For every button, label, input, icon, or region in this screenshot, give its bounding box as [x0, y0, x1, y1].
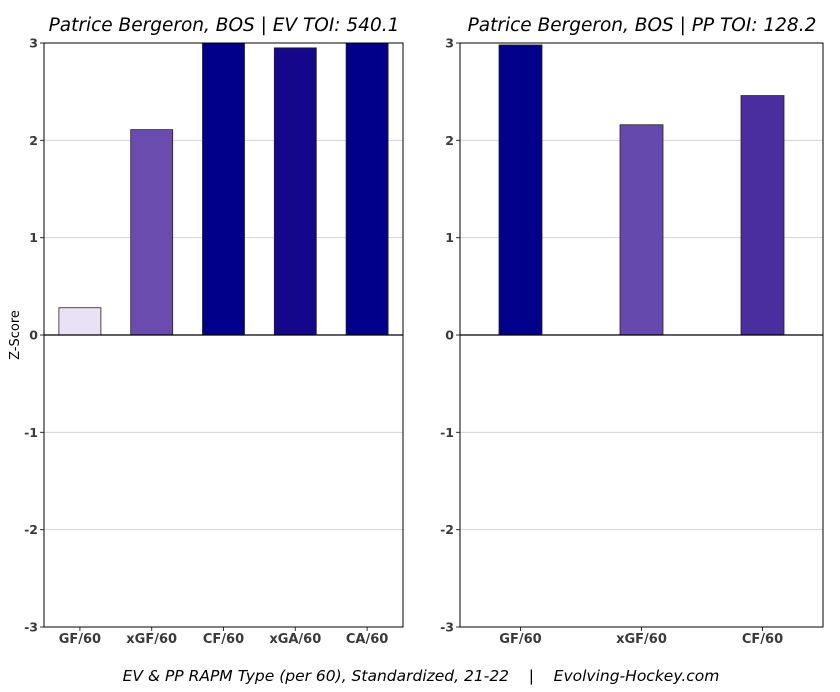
x-tick-label: CA/60	[346, 632, 388, 647]
y-tick-label: -1	[440, 425, 454, 440]
y-tick-label: -1	[24, 425, 38, 440]
x-tick-label: GF/60	[59, 632, 101, 647]
y-tick-label: 3	[445, 36, 454, 51]
bar-cf-60	[202, 42, 245, 336]
bar-xgf-60	[130, 129, 174, 336]
bar-gf-60	[498, 44, 543, 336]
bar-cf-60	[740, 95, 785, 336]
figure-caption: EV & PP RAPM Type (per 60), Standardized…	[123, 667, 720, 685]
y-tick-label: 2	[29, 133, 38, 148]
ev-panel: Patrice Bergeron, BOS | EV TOI: 540.1 -3 -…	[8, 15, 404, 647]
y-tick-label: 1	[29, 230, 38, 245]
y-tick-label: 0	[29, 328, 38, 343]
x-tick-label: GF/60	[499, 632, 541, 647]
y-tick-label: 0	[445, 328, 454, 343]
y-tick-label: -3	[440, 620, 454, 635]
y-tick-label: 2	[445, 133, 454, 148]
bar-xga-60	[273, 47, 317, 336]
panel-title: Patrice Bergeron, BOS | PP TOI: 128.2	[468, 15, 817, 36]
y-tick-label: -3	[24, 620, 38, 635]
pp-panel: Patrice Bergeron, BOS | PP TOI: 128.2 -3 -…	[440, 15, 824, 647]
bar-ca-60	[345, 42, 389, 336]
y-tick-label: 1	[445, 230, 454, 245]
y-tick-label: -2	[440, 522, 454, 537]
bar-gf-60	[58, 307, 102, 336]
plot-frame	[43, 42, 404, 628]
y-tick-label: 3	[29, 36, 38, 51]
plot-frame	[459, 42, 824, 628]
y-tick-label: -2	[24, 522, 38, 537]
bar-xgf-60	[619, 124, 664, 336]
x-tick-label: CF/60	[203, 632, 244, 647]
x-tick-label: xGF/60	[616, 632, 667, 647]
x-tick-label: CF/60	[742, 632, 783, 647]
panel-title: Patrice Bergeron, BOS | EV TOI: 540.1	[49, 15, 400, 36]
y-axis-label: Z-Score	[8, 310, 23, 360]
x-tick-label: xGF/60	[126, 632, 177, 647]
x-tick-label: xGA/60	[269, 632, 321, 647]
